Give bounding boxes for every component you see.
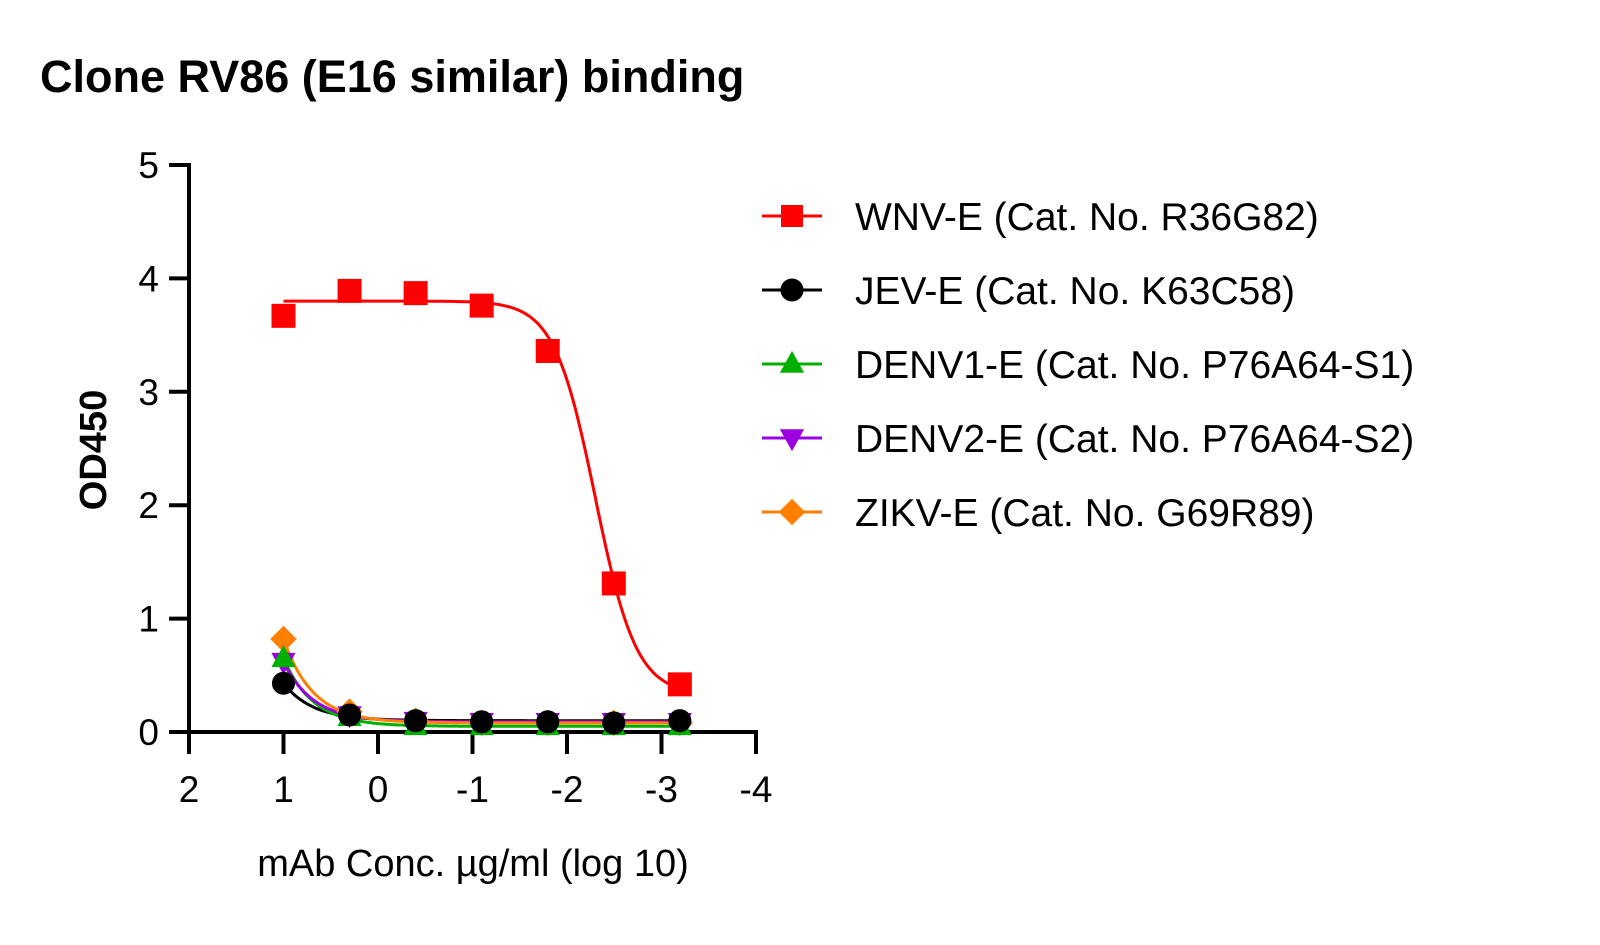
y-tick-label: 5	[138, 145, 159, 186]
chart-title: Clone RV86 (E16 similar) binding	[40, 51, 744, 102]
circle-marker	[536, 710, 560, 734]
square-marker	[601, 571, 626, 596]
legend-label: DENV2-E (Cat. No. P76A64-S2)	[855, 418, 1414, 461]
y-axis-label: OD450	[73, 390, 115, 510]
legend: WNV-E (Cat. No. R36G82) JEV-E (Cat. No. K…	[762, 196, 1414, 535]
legend-label: WNV-E (Cat. No. R36G82)	[855, 196, 1319, 239]
circle-marker	[668, 709, 692, 733]
triangle-up-marker	[271, 645, 296, 668]
data-points	[270, 278, 694, 737]
square-marker	[469, 293, 494, 318]
diamond-marker	[270, 625, 297, 653]
circle-marker	[780, 278, 804, 302]
diamond-marker	[778, 498, 806, 526]
x-tick-label: -3	[645, 769, 678, 810]
fit-curve-0	[283, 299, 680, 690]
x-tick-label: -1	[456, 769, 489, 810]
legend-label: JEV-E (Cat. No. K63C58)	[855, 270, 1295, 313]
x-tick-label: 0	[368, 769, 389, 810]
square-marker	[781, 205, 803, 227]
x-tick-label: -2	[551, 769, 584, 810]
circle-marker	[271, 671, 296, 695]
triangle-down-marker	[779, 429, 805, 452]
legend-label: ZIKV-E (Cat. No. G69R89)	[855, 492, 1315, 535]
circle-marker	[602, 711, 626, 735]
x-tick-label: 1	[273, 769, 294, 810]
square-marker	[667, 672, 692, 697]
y-tick-label: 1	[138, 599, 159, 640]
axes: 0 1 2 3 4 5 2 1 0 -1 -2 -3 -4	[138, 145, 772, 810]
circle-marker	[338, 703, 362, 727]
circle-marker	[404, 709, 428, 733]
x-tick-label: -4	[740, 769, 773, 810]
y-tick-label: 0	[138, 712, 159, 753]
square-marker	[337, 278, 362, 303]
y-tick-label: 3	[138, 372, 159, 413]
y-tick-label: 2	[138, 485, 159, 526]
fit-curves	[282, 299, 680, 728]
y-tick-label: 4	[138, 258, 159, 299]
legend-label: DENV1-E (Cat. No. P76A64-S1)	[855, 344, 1414, 387]
triangle-up-marker	[779, 350, 805, 373]
x-tick-label: 2	[179, 769, 200, 810]
x-axis-label: mAb Conc. µg/ml (log 10)	[257, 843, 689, 885]
square-marker	[271, 303, 296, 328]
square-marker	[535, 338, 560, 363]
square-marker	[403, 281, 428, 306]
circle-marker	[470, 710, 494, 734]
